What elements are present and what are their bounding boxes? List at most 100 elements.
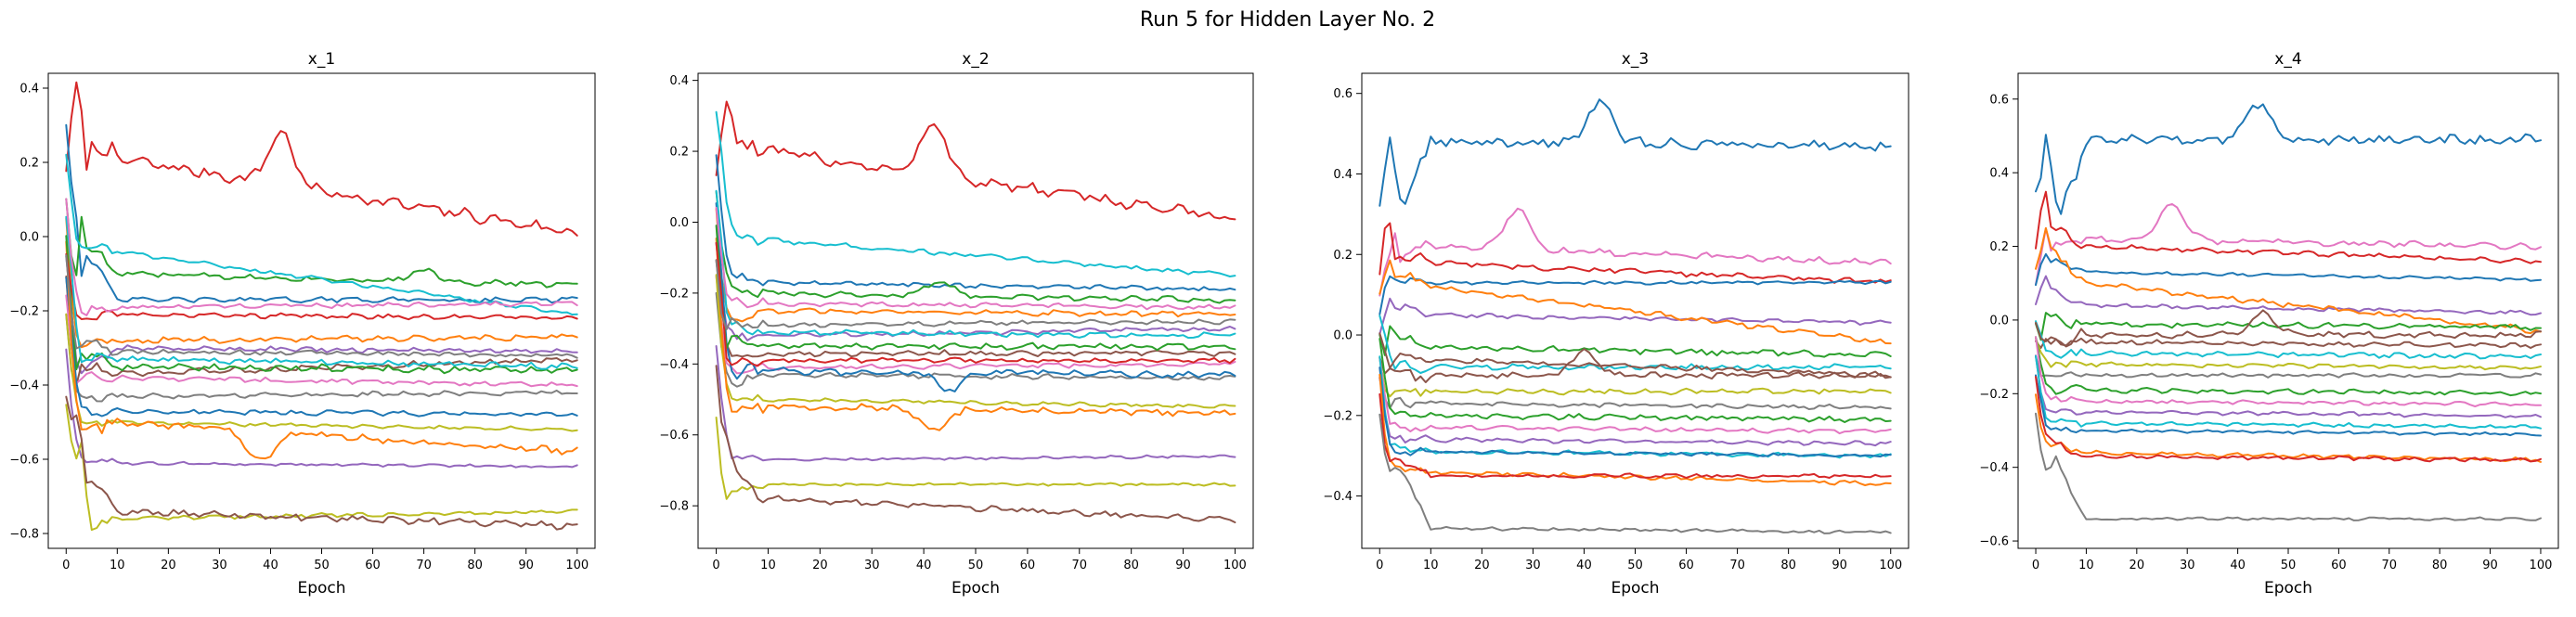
series-line-18: [715, 189, 1236, 340]
y-tick-label: 0.6: [1989, 93, 2009, 107]
series-line-10: [1379, 356, 1892, 398]
x-tick-label: 10: [760, 559, 776, 572]
series-line-11: [65, 276, 578, 418]
y-tick-label: 0.0: [669, 216, 689, 230]
series-line-13: [1379, 356, 1892, 435]
series-line-17: [65, 253, 578, 321]
series-line-19: [1379, 413, 1892, 534]
y-tick-label: 0.4: [1989, 167, 2009, 181]
subplot-title: x_3: [1622, 50, 1649, 69]
series-line-3: [715, 154, 1236, 292]
series-line-12: [715, 202, 1236, 392]
series-line-13: [2035, 336, 2542, 407]
x-tick-label: 80: [2432, 559, 2448, 572]
subplot-title: x_2: [962, 50, 989, 69]
y-tick-label: 0.0: [19, 231, 39, 245]
series-line-12: [65, 240, 578, 460]
series-line-9: [65, 314, 578, 403]
series-line-16: [1379, 366, 1892, 458]
x-tick-label: 80: [467, 559, 483, 572]
series-group: [2035, 103, 2542, 521]
series-line-6: [1379, 259, 1892, 345]
series-line-8: [715, 275, 1236, 375]
x-tick-label: 20: [812, 559, 828, 572]
series-line-5: [2035, 275, 2542, 316]
subplot-title: x_1: [308, 50, 335, 69]
x-tick-label: 40: [2230, 559, 2246, 572]
x-tick-label: 70: [2382, 559, 2398, 572]
series-line-15: [65, 395, 578, 531]
y-tick-label: 0.2: [669, 146, 689, 160]
x-tick-label: 100: [1223, 559, 1247, 572]
x-tick-label: 0: [2032, 559, 2039, 572]
x-tick-label: 10: [2078, 559, 2094, 572]
series-line-7: [1379, 325, 1892, 358]
series-line-1: [1379, 98, 1892, 207]
series-line-19: [65, 198, 578, 316]
x-tick-label: 30: [212, 559, 227, 572]
y-tick-label: −0.6: [9, 454, 39, 468]
subplots: x_10 10 20 30 40 50 60 70 80 90 100−0.8−0.6−0.4−0.…: [9, 50, 2559, 598]
x-tick-label: 40: [1576, 559, 1592, 572]
series-line-15: [2035, 354, 2542, 430]
x-tick-label: 30: [1525, 559, 1541, 572]
x-tick-label: 90: [1175, 559, 1191, 572]
series-line-16: [2035, 374, 2542, 437]
y-tick-label: 0.2: [19, 157, 39, 171]
x-tick-label: 90: [1832, 559, 1847, 572]
series-line-9: [1379, 348, 1892, 383]
series-line-20: [715, 259, 1236, 330]
x-tick-label: 70: [416, 559, 432, 572]
series-line-2: [1379, 207, 1892, 297]
series-line-4: [2035, 252, 2542, 287]
series-group: [1379, 98, 1892, 534]
y-tick-label: −0.4: [1979, 461, 2009, 475]
y-tick-label: −0.2: [9, 305, 39, 319]
series-line-7: [715, 259, 1236, 358]
x-tick-label: 80: [1780, 559, 1796, 572]
y-tick-label: −0.4: [659, 358, 689, 372]
series-line-1: [65, 81, 578, 237]
series-group: [65, 81, 578, 532]
x-tick-label: 60: [1020, 559, 1036, 572]
y-tick-label: −0.4: [9, 379, 39, 393]
series-line-4: [65, 153, 578, 315]
y-tick-label: −0.6: [1979, 535, 2009, 549]
y-tick-label: 0.2: [1989, 240, 2009, 254]
series-line-3: [2035, 190, 2542, 264]
series-line-4: [715, 190, 1236, 304]
x-tick-label: 10: [110, 559, 125, 572]
series-line-14: [715, 417, 1236, 500]
series-line-17: [715, 241, 1236, 367]
y-tick-label: −0.2: [1979, 388, 2009, 402]
y-tick-label: −0.8: [659, 500, 689, 514]
series-line-15: [715, 365, 1236, 523]
series-line-17: [2035, 393, 2542, 463]
x-tick-label: 90: [518, 559, 534, 572]
y-tick-label: 0.2: [1333, 249, 1353, 263]
series-line-7: [65, 276, 578, 386]
y-tick-label: −0.2: [659, 287, 689, 301]
x-tick-label: 60: [2331, 559, 2347, 572]
y-tick-label: 0.0: [1333, 329, 1353, 343]
subplot-x-3: x_3 0 10 20 30 40 50 60 70 80 90 100 −0.4 −0.2 0.0 0.2 0…: [1323, 50, 1909, 598]
series-line-5: [1379, 297, 1892, 335]
y-tick-label: 0.4: [19, 83, 39, 96]
series-line-10: [2035, 337, 2542, 371]
series-line-19: [2035, 412, 2542, 521]
series-line-18: [65, 215, 578, 370]
x-axis-label: Epoch: [1611, 579, 1659, 598]
series-line-18: [1379, 392, 1892, 480]
x-tick-label: 80: [1123, 559, 1139, 572]
series-line-6: [2035, 226, 2542, 335]
series-line-9: [2035, 320, 2542, 360]
subplot-title: x_4: [2274, 50, 2301, 69]
series-line-20: [65, 254, 578, 359]
x-tick-label: 90: [2482, 559, 2498, 572]
series-line-11: [2035, 354, 2542, 379]
series-line-2: [2035, 202, 2542, 286]
figure-suptitle: Run 5 for Hidden Layer No. 2: [1140, 8, 1435, 32]
series-line-20: [2035, 322, 2542, 349]
x-tick-label: 40: [263, 559, 278, 572]
